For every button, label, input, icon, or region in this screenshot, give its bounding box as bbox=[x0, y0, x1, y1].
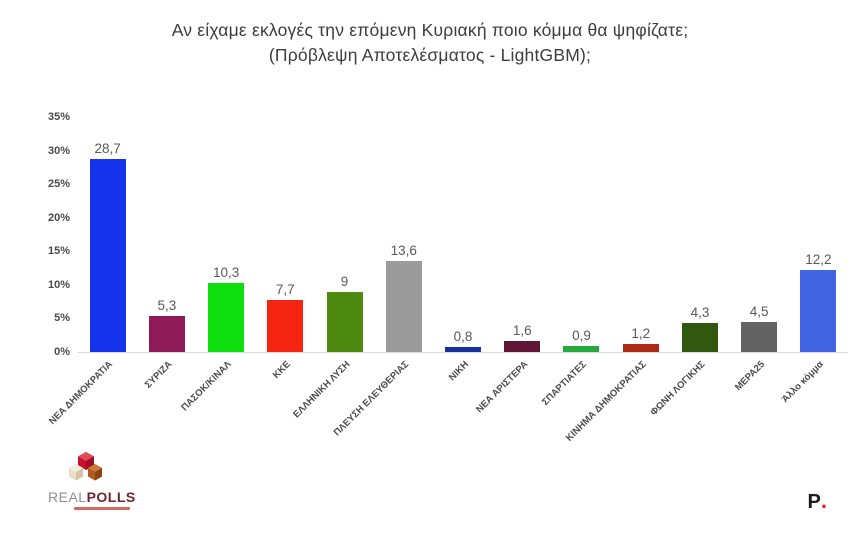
realpolls-wordmark-real: REAL bbox=[48, 489, 87, 505]
x-axis-category-label: ΚΚΕ bbox=[271, 359, 294, 381]
bar-cell: 4,5 ΜΕΡΑ25 bbox=[730, 117, 789, 393]
bar-cell: 4,3 ΦΩΝΗ ΛΟΓΙΚΗΣ bbox=[649, 117, 729, 418]
bar-cell: 7,7 ΚΚΕ bbox=[256, 117, 315, 381]
x-axis-category-label: ΝΕΑ ΔΗΜΟΚΡΑΤΙΑ bbox=[47, 359, 116, 428]
bar bbox=[208, 282, 245, 352]
bar-cell: 28,7 ΝΕΑ ΔΗΜΟΚΡΑΤΙΑ bbox=[47, 117, 137, 427]
bar-value-label: 12,2 bbox=[805, 252, 832, 268]
x-axis-category-label: ΕΛΛΗΝΙΚΗ ΛΥΣΗ bbox=[290, 359, 353, 421]
bar-value-label: 13,6 bbox=[390, 242, 417, 258]
realpolls-wordmark-polls: POLLS bbox=[86, 489, 136, 505]
bar bbox=[385, 260, 422, 352]
bar-value-label: 7,7 bbox=[275, 282, 295, 298]
realpolls-cubes-icon bbox=[69, 452, 102, 481]
bar bbox=[148, 316, 185, 352]
plot-area: 28,7 ΝΕΑ ΔΗΜΟΚΡΑΤΙΑ 5,3 ΣΥΡΙΖΑ 10,3 ΠΑΣΟΚ/ΚΙΝ… bbox=[47, 117, 848, 444]
bar-cell: 0,8 ΝΙΚΗ bbox=[433, 117, 492, 383]
bars-container: 28,7 ΝΕΑ ΔΗΜΟΚΡΑΤΙΑ 5,3 ΣΥΡΙΖΑ 10,3 ΠΑΣΟΚ/ΚΙΝ… bbox=[47, 117, 848, 444]
x-axis-category-label: ΦΩΝΗ ΛΟΓΙΚΗΣ bbox=[648, 359, 708, 419]
y-tick-label: 30% bbox=[47, 144, 70, 157]
x-axis-category-label: ΝΕΑ ΑΡΙΣΤΕΡΑ bbox=[473, 359, 531, 416]
bar-cell: 13,6 ΠΛΕΥΣΗ ΕΛΕΥΘΕΡΙΑΣ bbox=[332, 117, 433, 438]
realpolls-wordmark: REALPOLLS bbox=[48, 489, 158, 505]
y-axis: 0% 5% 10% 15% 20% 25% 30% 35% bbox=[22, 111, 70, 358]
bar bbox=[622, 343, 659, 352]
bar bbox=[504, 341, 541, 352]
bar bbox=[800, 270, 837, 352]
bar bbox=[267, 300, 304, 352]
bar-value-label: 28,7 bbox=[94, 141, 121, 157]
chart-title-line2: (Πρόβλεψη Αποτελέσματος - LightGBM); bbox=[268, 45, 592, 66]
bar bbox=[326, 291, 363, 352]
x-axis-category-label: ΠΑΣΟΚ/ΚΙΝΑΛ bbox=[179, 359, 234, 414]
bar-cell: 1,2 ΚΙΝΗΜΑ ΔΗΜΟΚΡΑΤΙΑΣ bbox=[564, 117, 670, 444]
bar-cell: 10,3 ΠΑΣΟΚ/ΚΙΝΑΛ bbox=[180, 117, 255, 413]
bar-value-label: 10,3 bbox=[212, 264, 240, 280]
bar bbox=[445, 346, 482, 352]
x-axis-category-label: Άλλο κόμμα bbox=[780, 359, 827, 405]
pollfish-logo: P. bbox=[808, 488, 827, 514]
y-tick-label: 10% bbox=[47, 278, 70, 291]
pollfish-logo-p: P bbox=[807, 491, 821, 513]
bar-cell: 9 ΕΛΛΗΝΙΚΗ ΛΥΣΗ bbox=[291, 117, 374, 420]
realpolls-tagline-strip bbox=[74, 507, 130, 510]
y-tick-label: 25% bbox=[47, 178, 70, 191]
bar bbox=[681, 323, 718, 352]
bar-value-label: 1,6 bbox=[512, 323, 532, 339]
y-tick-label: 20% bbox=[47, 211, 70, 224]
y-tick-label: 5% bbox=[54, 312, 70, 325]
realpolls-logo: REALPOLLS bbox=[48, 450, 158, 510]
bar-cell: 1,6 ΝΕΑ ΑΡΙΣΤΕΡΑ bbox=[474, 117, 552, 415]
pollfish-logo-dot: . bbox=[820, 488, 827, 513]
chart-title-line1: Αν είχαμε εκλογές την επόμενη Κυριακή πο… bbox=[171, 20, 689, 40]
bar-cell: 5,3 ΣΥΡΙΖΑ bbox=[137, 117, 196, 391]
bar bbox=[741, 321, 778, 352]
bar-value-label: 5,3 bbox=[157, 298, 177, 314]
bar bbox=[563, 345, 600, 352]
x-axis-category-label: ΜΕΡΑ25 bbox=[732, 359, 767, 394]
y-tick-label: 35% bbox=[47, 111, 70, 123]
bar-value-label: 1,2 bbox=[631, 325, 651, 341]
bar-value-label: 0,9 bbox=[572, 327, 591, 343]
x-axis-category-label: ΣΥΡΙΖΑ bbox=[143, 359, 175, 391]
bar-value-label: 4,3 bbox=[690, 305, 710, 321]
chart-title: Αν είχαμε εκλογές την επόμενη Κυριακή πο… bbox=[0, 18, 860, 69]
bar-value-label: 9 bbox=[340, 273, 349, 289]
bar bbox=[89, 159, 126, 352]
bar-cell: 0,9 ΣΠΑΡΤΙΑΤΕΣ bbox=[540, 117, 611, 408]
bar-value-label: 0,8 bbox=[453, 328, 473, 344]
x-axis-category-label: ΝΙΚΗ bbox=[446, 359, 471, 384]
bar-value-label: 4,5 bbox=[749, 303, 769, 319]
bar-cell: 12,2 Άλλο κόμμα bbox=[780, 117, 848, 405]
y-tick-label: 15% bbox=[47, 245, 70, 258]
y-tick-label: 0% bbox=[54, 346, 70, 358]
x-axis-category-label: ΣΠΑΡΤΙΑΤΕΣ bbox=[540, 359, 590, 408]
